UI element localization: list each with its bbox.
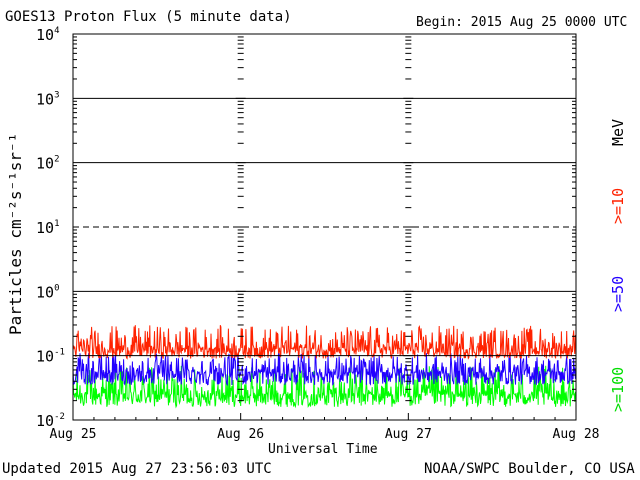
y-tick-label-5: 10-1 xyxy=(36,348,65,366)
chart-title: GOES13 Proton Flux (5 minute data) xyxy=(5,9,292,25)
x-tick-label-1: Aug 26 xyxy=(217,427,264,442)
x-axis-label: Universal Time xyxy=(268,442,378,457)
begin-time: Begin: 2015 Aug 25 0000 UTC xyxy=(416,15,628,30)
y-tick-label-4: 100 xyxy=(36,283,59,301)
legend-series-2: >=100 xyxy=(609,366,627,412)
legend-series-0: >=10 xyxy=(609,187,627,224)
y-tick-label-6: 10-2 xyxy=(36,412,65,430)
x-tick-label-0: Aug 25 xyxy=(50,427,97,442)
plot-frame xyxy=(72,33,577,421)
y-tick-label-0: 104 xyxy=(36,26,59,44)
y-tick-label-2: 102 xyxy=(36,155,59,173)
y-tick-label-1: 103 xyxy=(36,90,59,108)
legend-series-1: >=50 xyxy=(609,275,627,312)
x-tick-label-2: Aug 27 xyxy=(385,427,432,442)
y-axis-label: Particles cm⁻²s⁻¹sr⁻¹ xyxy=(6,132,25,335)
series-0-line xyxy=(72,324,576,360)
x-tick-label-3: Aug 28 xyxy=(553,427,600,442)
series-1-line xyxy=(72,353,576,387)
legend-unit: MeV xyxy=(609,118,627,146)
credit: NOAA/SWPC Boulder, CO USA xyxy=(424,461,635,477)
updated-stamp: Updated 2015 Aug 27 23:56:03 UTC xyxy=(2,461,272,477)
y-tick-label-3: 101 xyxy=(36,219,59,237)
series-2-line xyxy=(72,365,576,409)
